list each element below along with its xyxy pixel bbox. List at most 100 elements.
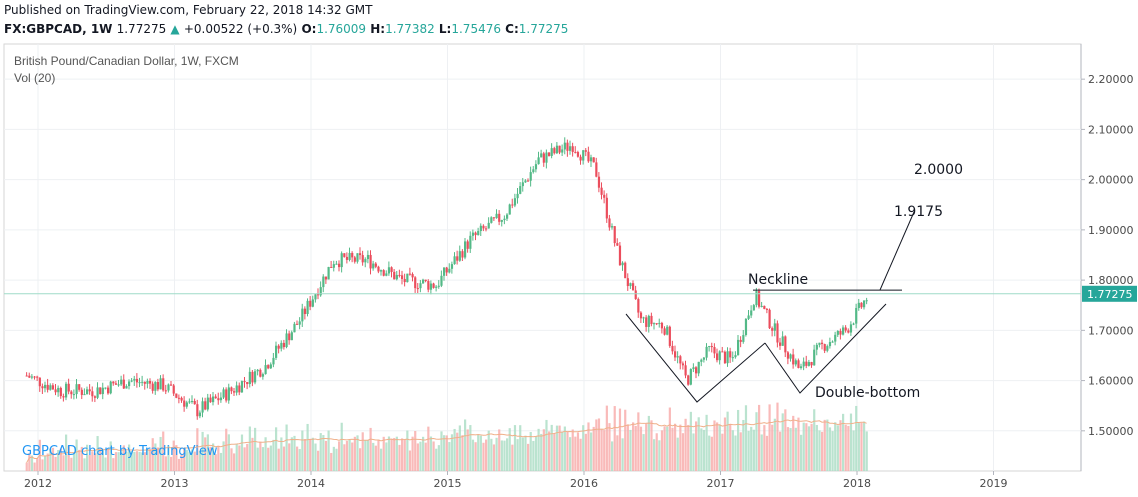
candle-body [96,387,99,398]
candle-body [492,217,496,219]
candle-body [372,263,375,269]
close-value: 1.77275 [518,22,569,36]
volume-bar [758,404,761,471]
high-value: 1.77382 [385,22,435,36]
volume-bar [419,441,422,471]
volume-bar [154,443,157,471]
candle-body [183,400,186,407]
volume-bar [532,440,535,471]
candle-body [437,285,440,287]
time-axis[interactable]: 2012 2013 2014 2015 2016 2017 2018 2019 [24,471,1008,490]
volume-bar [548,431,551,471]
volume-bar [411,436,414,471]
change-arrow-icon: ▲ [170,22,180,36]
price-tick-label: 1.90000 [1088,224,1134,237]
candle-body [687,375,690,385]
volume-bar [146,448,149,471]
volume-bar [776,402,779,471]
volume-bar [842,413,845,471]
candle-body [521,182,524,187]
candle-body [209,397,212,403]
volume-bar [83,458,86,471]
candle-body [834,334,837,342]
volume-bar [301,430,304,471]
volume-bar [571,429,574,471]
candle-body [93,396,97,398]
candle-body [311,299,314,307]
candle-body [130,380,133,382]
candle-body [112,381,115,384]
candle-body [401,275,404,279]
candle-body [335,263,338,265]
volume-bar [561,431,564,471]
double-bottom-label: Double-bottom [815,385,920,401]
candle-body [198,412,202,417]
volume-bar [377,439,380,471]
volume-bar [49,448,52,471]
volume-bar [198,451,202,471]
candle-body [149,380,152,384]
volume-bar [479,435,482,471]
candle-body [744,318,748,336]
volume-bar [356,435,359,471]
candle-body [558,145,561,153]
candle-body [765,308,769,310]
volume-bar [222,441,225,471]
candle-body [44,384,47,389]
volume-bar [424,442,427,471]
volume-bar [296,446,299,471]
candle-body [713,347,716,354]
volume-bar [823,419,826,471]
candle-body [592,157,595,163]
volume-bar [54,456,57,471]
volume-bar [422,436,425,471]
volume-bar [495,437,498,471]
volume-bar [857,423,860,471]
volume-bar [487,430,490,471]
volume-bar [674,423,677,471]
candle-body [429,283,433,290]
candle-body [550,148,553,156]
low-label: L: [438,22,452,36]
candle-body [726,351,729,364]
candle-body [721,351,724,353]
volume-bar [645,423,648,471]
candle-body [813,349,816,366]
candle-body [697,361,700,374]
volume-bar [592,426,595,471]
candle-body [650,315,653,325]
candle-body [146,380,149,384]
candle-body [584,150,587,152]
candle-body [590,157,593,162]
candle-body [487,222,490,229]
candle-body [272,357,275,365]
price-tick-label: 2.00000 [1088,174,1134,187]
candle-body [390,267,393,272]
volume-bar [647,415,650,471]
price-axis[interactable]: 2.20000 2.10000 2.00000 1.90000 1.80000 1.700… [1081,73,1134,438]
volume-bar [135,451,139,471]
candle-body [395,274,398,280]
candle-body [135,378,139,383]
candle-body [259,369,262,377]
volume-bar [731,430,734,471]
volume-bar [503,440,506,471]
candle-body [571,146,574,152]
target1-label: 1.9175 [894,204,943,220]
candle-body [639,312,643,319]
volume-bar [414,430,417,471]
price-change: +0.00522 (+0.3%) [183,22,298,36]
volume-bar [188,451,191,471]
candle-body [608,218,611,228]
volume-bar [41,459,44,471]
candle-body [855,307,858,324]
volume-bar [692,433,695,471]
volume-bar [303,438,307,471]
volume-bar [490,438,493,471]
volume-bar [191,449,194,471]
volume-bar [80,446,83,471]
volume-bar [107,449,110,471]
time-tick-label: 2014 [297,477,325,490]
candle-body [214,396,217,399]
